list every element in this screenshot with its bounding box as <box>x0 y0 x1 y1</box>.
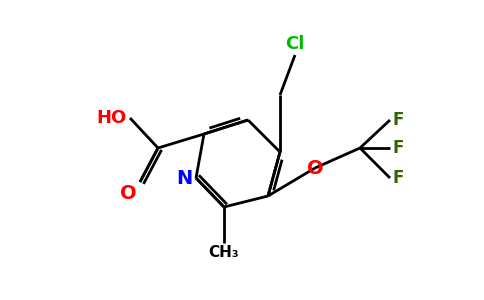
Text: F: F <box>393 111 404 129</box>
Text: O: O <box>121 184 137 203</box>
Text: Cl: Cl <box>285 35 305 53</box>
Text: O: O <box>307 158 323 178</box>
Text: F: F <box>393 169 404 187</box>
Text: CH₃: CH₃ <box>209 245 239 260</box>
Text: F: F <box>393 139 404 157</box>
Text: N: N <box>177 169 193 188</box>
Text: HO: HO <box>97 109 127 127</box>
